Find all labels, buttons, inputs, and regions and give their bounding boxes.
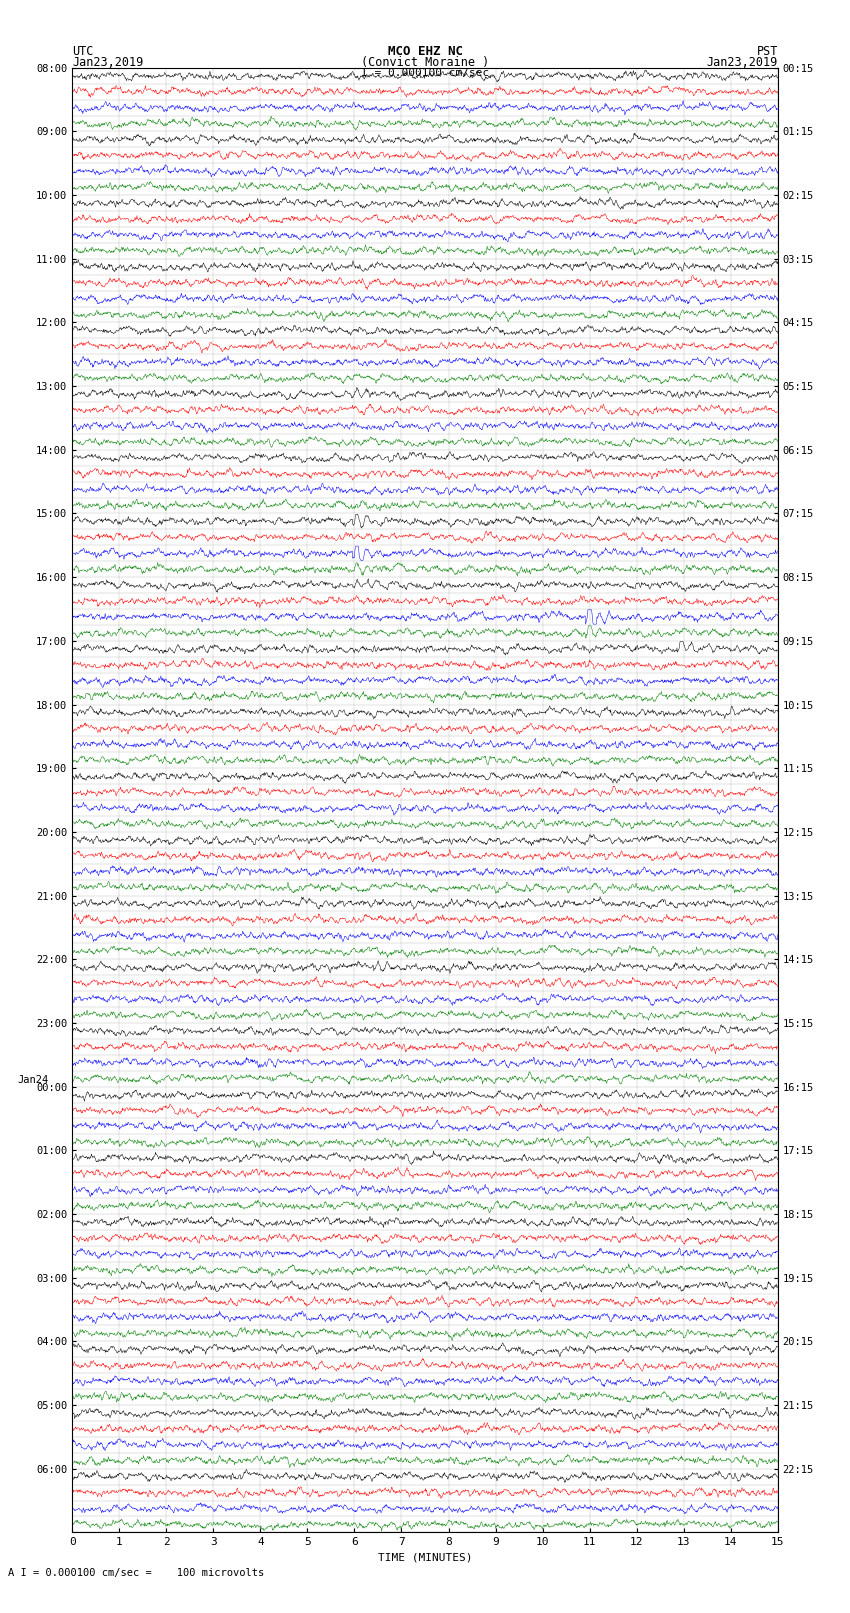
Text: Jan23,2019: Jan23,2019	[72, 56, 144, 69]
Text: UTC: UTC	[72, 45, 94, 58]
Text: PST: PST	[756, 45, 778, 58]
Text: MCO EHZ NC: MCO EHZ NC	[388, 45, 462, 58]
Text: (Convict Moraine ): (Convict Moraine )	[361, 56, 489, 69]
Text: Jan23,2019: Jan23,2019	[706, 56, 778, 69]
Text: I = 0.000100 cm/sec: I = 0.000100 cm/sec	[361, 68, 489, 77]
Text: Jan24: Jan24	[18, 1074, 48, 1086]
Text: A I = 0.000100 cm/sec =    100 microvolts: A I = 0.000100 cm/sec = 100 microvolts	[8, 1568, 264, 1578]
X-axis label: TIME (MINUTES): TIME (MINUTES)	[377, 1553, 473, 1563]
